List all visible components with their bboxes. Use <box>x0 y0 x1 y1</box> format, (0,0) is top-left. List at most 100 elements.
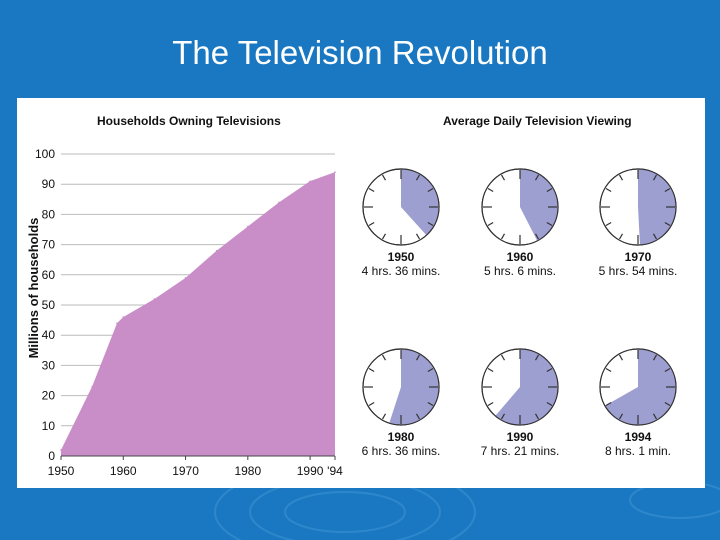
clock-year-label: 1990 <box>507 430 534 444</box>
clock-rim <box>599 348 677 426</box>
clock-tick <box>546 401 553 407</box>
clock-chart-title: Average Daily Television Viewing <box>443 114 632 128</box>
clock-tick <box>534 354 540 361</box>
area-data-point <box>91 385 93 388</box>
x-tick-label: 1990 <box>297 464 324 478</box>
y-tick-label: 20 <box>42 389 56 403</box>
viewing-wedge <box>389 349 440 425</box>
x-tick-label: 1960 <box>110 464 137 478</box>
clock-tick <box>605 221 612 227</box>
clock-tick <box>415 354 421 361</box>
clock-tick <box>427 187 434 193</box>
clock-tick <box>427 367 434 373</box>
area-data-point <box>60 449 62 451</box>
clock-tick <box>381 354 387 361</box>
area-data-point <box>116 322 118 324</box>
y-tick-label: 40 <box>42 328 56 342</box>
clock-tick <box>546 367 553 373</box>
clock-tick <box>652 413 658 420</box>
clock-tick <box>415 174 421 181</box>
clock-tick <box>487 367 494 373</box>
clock-tick <box>652 174 658 181</box>
clock-tick <box>500 233 506 240</box>
clock-duration-label: 6 hrs. 36 mins. <box>362 444 441 458</box>
clock-tick <box>546 221 553 227</box>
clock-tick <box>487 221 494 227</box>
viewing-wedge <box>495 349 558 425</box>
y-tick-label: 80 <box>42 207 56 221</box>
y-tick-label: 90 <box>42 177 56 191</box>
clock-tick <box>427 401 434 407</box>
clock-tick <box>381 413 387 420</box>
figure-panel: Households Owning Televisions Millions o… <box>17 98 705 488</box>
area-chart-title: Households Owning Televisions <box>97 114 281 128</box>
clock-tick <box>381 233 387 240</box>
clock-tick <box>487 401 494 407</box>
y-axis-label: Millions of households <box>26 218 41 359</box>
clock-tick <box>381 174 387 181</box>
y-tick-label: 100 <box>35 147 55 161</box>
clock-year-label: 1950 <box>388 250 415 264</box>
clock-tick <box>618 413 624 420</box>
clock-year-label: 1960 <box>507 250 534 264</box>
clock-duration-label: 5 hrs. 54 mins. <box>599 264 678 278</box>
slide-title: The Television Revolution <box>172 34 548 71</box>
area-data-point <box>278 201 280 204</box>
clock-tick <box>605 187 612 193</box>
clock-year-label: 1970 <box>625 250 652 264</box>
clock-tick <box>415 413 421 420</box>
households-area-chart: Households Owning Televisions Millions o… <box>26 114 343 478</box>
clock-tick <box>605 401 612 407</box>
viewing-wedge <box>401 169 440 236</box>
y-tick-label: 10 <box>42 419 56 433</box>
viewing-wedge <box>638 168 677 245</box>
y-tick-label: 70 <box>42 238 56 252</box>
area-data-point <box>122 316 125 318</box>
clock-rim <box>362 168 440 246</box>
clock-tick <box>664 187 671 193</box>
clock-year-label: 1980 <box>388 430 415 444</box>
figure-svg: Households Owning Televisions Millions o… <box>26 114 678 478</box>
clock-tick <box>652 233 658 240</box>
clock-tick <box>500 354 506 361</box>
clock-rim <box>599 168 677 246</box>
x-tick-label: 1980 <box>234 464 261 478</box>
clock-tick <box>415 233 421 240</box>
clock-tick <box>534 233 540 240</box>
clock-tick <box>618 233 624 240</box>
y-tick-label: 30 <box>42 358 56 372</box>
clock-year-label: 1994 <box>625 430 652 444</box>
clock-tick <box>500 413 506 420</box>
area-data-point <box>309 180 311 182</box>
x-tick-label: 1950 <box>48 464 75 478</box>
x-tick-label: 1970 <box>172 464 199 478</box>
clock-duration-label: 8 hrs. 1 min. <box>605 444 671 458</box>
y-tick-label: 0 <box>48 449 55 463</box>
clock-tick <box>487 187 494 193</box>
clock-tick <box>368 367 375 373</box>
area-data-point <box>153 298 156 300</box>
y-tick-label: 60 <box>42 268 56 282</box>
clock-rim <box>362 348 440 426</box>
clock-duration-label: 4 hrs. 36 mins. <box>362 264 441 278</box>
clock-tick <box>664 401 671 407</box>
clock-tick <box>368 187 375 193</box>
y-tick-label: 50 <box>42 298 56 312</box>
area-data-point <box>334 171 336 173</box>
clock-tick <box>368 221 375 227</box>
viewing-wedge <box>604 349 677 425</box>
clock-tick <box>605 367 612 373</box>
clock-tick <box>618 174 624 181</box>
clock-tick <box>664 367 671 373</box>
clock-rim <box>481 348 559 426</box>
area-data-point <box>184 277 187 279</box>
area-data-point <box>215 249 218 252</box>
households-area <box>61 172 335 456</box>
clock-tick <box>652 354 658 361</box>
clock-duration-label: 5 hrs. 6 mins. <box>484 264 556 278</box>
clock-rim <box>481 168 559 246</box>
